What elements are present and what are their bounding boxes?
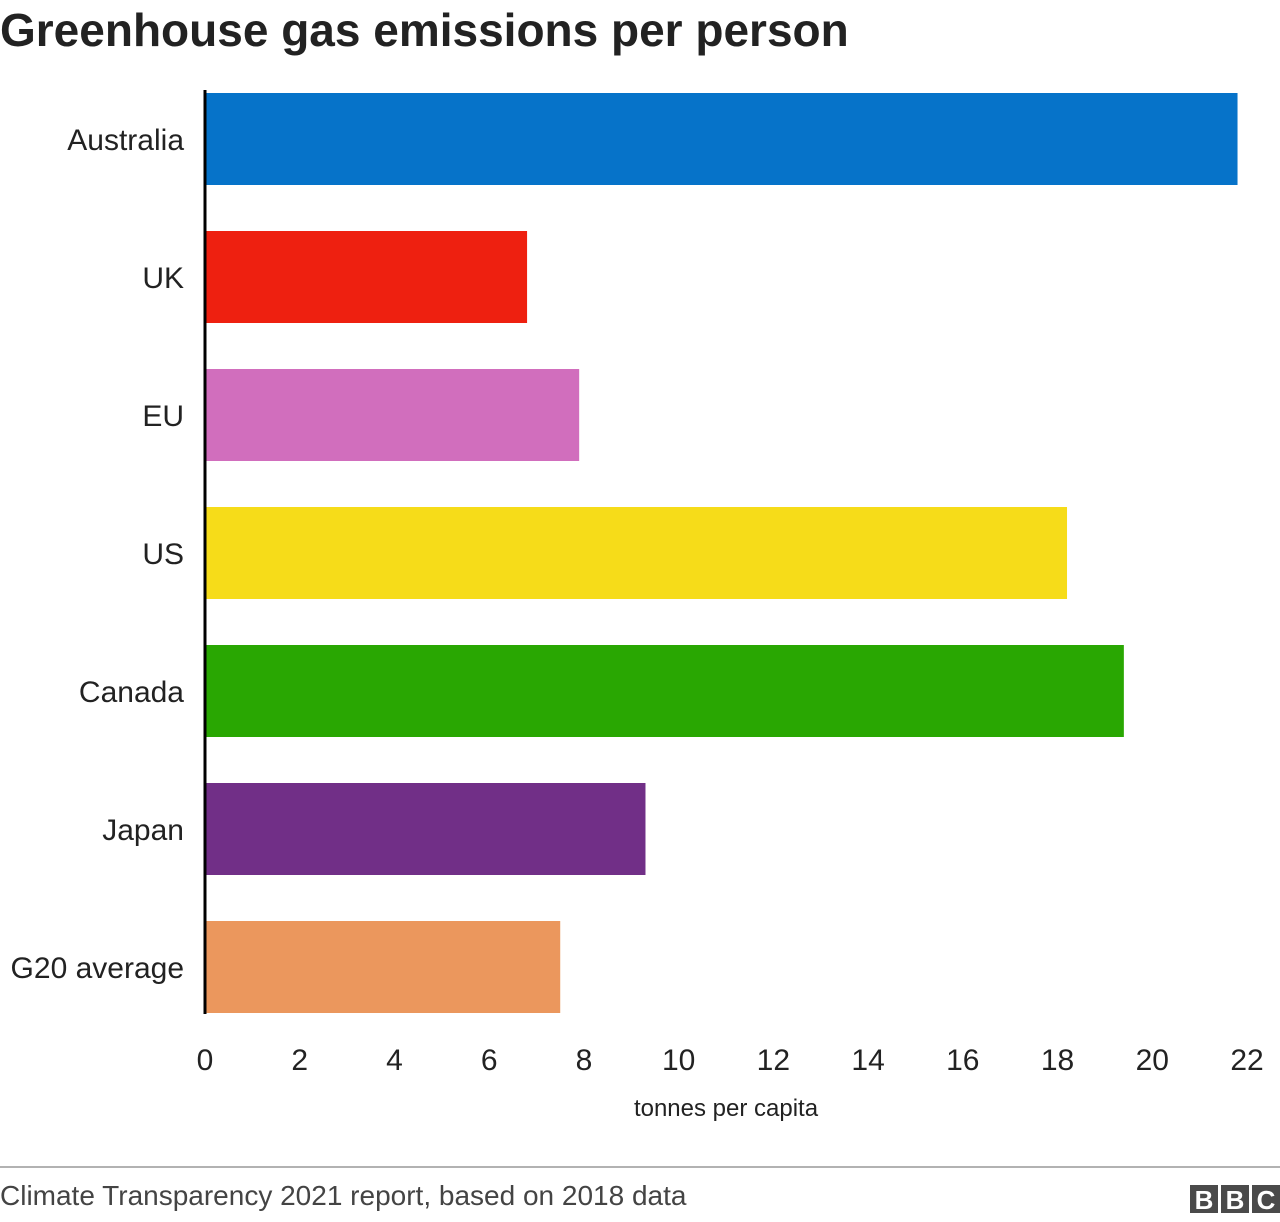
- x-tick-label: 20: [1136, 1044, 1169, 1077]
- x-tick-label: 12: [757, 1044, 790, 1077]
- bar-g20-average: [205, 921, 561, 1013]
- bar-us: [205, 507, 1068, 599]
- bars-group: [205, 93, 1238, 1013]
- x-tick-label: 22: [1230, 1044, 1263, 1077]
- bbc-logo-letter: B: [1226, 1185, 1245, 1215]
- category-label: G20 average: [11, 952, 184, 985]
- category-label: Australia: [67, 124, 184, 157]
- bar-australia: [205, 93, 1238, 185]
- x-tick-label: 18: [1041, 1044, 1074, 1077]
- x-axis-title: tonnes per capita: [634, 1095, 819, 1122]
- category-label: EU: [142, 400, 184, 433]
- category-label: US: [142, 538, 184, 571]
- bbc-logo-letter: B: [1195, 1185, 1214, 1215]
- chart-title: Greenhouse gas emissions per person: [0, 4, 849, 56]
- x-tick-label: 2: [291, 1044, 308, 1077]
- x-tick-label: 8: [576, 1044, 593, 1077]
- x-tick-label: 14: [851, 1044, 884, 1077]
- category-label: Canada: [79, 676, 184, 709]
- bar-uk: [205, 231, 528, 323]
- category-label: Japan: [102, 814, 184, 847]
- source-note: Climate Transparency 2021 report, based …: [0, 1180, 687, 1211]
- x-tick-label: 0: [197, 1044, 214, 1077]
- x-tick-label: 16: [946, 1044, 979, 1077]
- bar-eu: [205, 369, 580, 461]
- category-labels: Australia UK EU US Canada Japan G20 average: [11, 124, 185, 985]
- bbc-logo-letter: C: [1257, 1185, 1276, 1215]
- bbc-logo-block: [1221, 1185, 1249, 1213]
- x-tick-label: 6: [481, 1044, 498, 1077]
- category-label: UK: [142, 262, 184, 295]
- x-tick-labels: 0 2 4 6 8 10 12 14 16 18 20 22: [197, 1044, 1264, 1077]
- x-tick-label: 10: [662, 1044, 695, 1077]
- x-tick-label: 4: [386, 1044, 403, 1077]
- bar-japan: [205, 783, 646, 875]
- bbc-logo-block: [1252, 1185, 1280, 1213]
- bar-canada: [205, 645, 1124, 737]
- bbc-logo-block: [1190, 1185, 1218, 1213]
